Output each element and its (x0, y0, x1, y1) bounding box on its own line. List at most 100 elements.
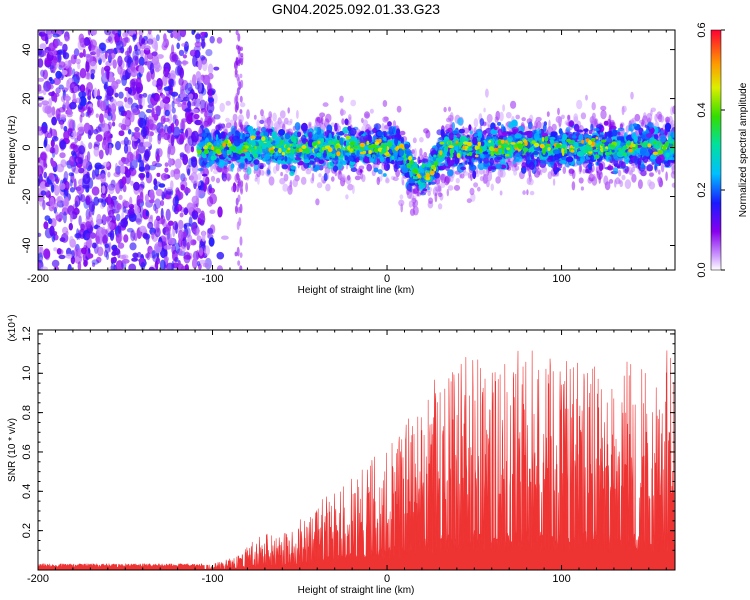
heat-cell (664, 116, 671, 123)
heat-cell (200, 210, 205, 219)
heat-cell (117, 222, 122, 234)
heat-cell (497, 128, 503, 138)
heat-cell (186, 202, 194, 213)
heat-cell (376, 176, 381, 186)
heat-cell (74, 71, 80, 77)
heat-cell (398, 199, 405, 207)
heat-cell (239, 109, 243, 114)
heat-cell (477, 186, 481, 192)
heat-cell (90, 73, 95, 80)
heat-cell (585, 169, 589, 174)
heat-cell (55, 214, 63, 222)
heat-cell (118, 232, 123, 242)
heat-cell (47, 84, 54, 90)
heat-cell (96, 256, 102, 263)
heat-cell (97, 246, 104, 257)
heat-cell (237, 59, 241, 67)
heat-cell (573, 113, 579, 122)
heat-cell (40, 152, 47, 161)
heat-cell (43, 139, 47, 148)
heat-cell (160, 94, 166, 99)
heat-cell (591, 102, 596, 111)
heat-cell (207, 117, 213, 126)
heat-cell (90, 30, 97, 36)
heat-cell (408, 200, 413, 208)
heat-cell (207, 97, 215, 103)
heat-cell (183, 222, 191, 227)
heat-cell (551, 123, 557, 132)
heat-cell (144, 193, 149, 203)
heat-cell (201, 38, 206, 49)
heat-cell (617, 131, 621, 136)
heat-cell (259, 165, 264, 170)
heat-cell (361, 174, 366, 183)
heat-cell (88, 142, 93, 150)
heat-cell (38, 126, 42, 132)
heat-cell (127, 97, 133, 105)
heat-cell (512, 161, 516, 165)
heat-cell (162, 117, 170, 123)
heat-cell (61, 69, 68, 76)
heat-cell (282, 183, 289, 192)
heat-cell (101, 139, 109, 151)
heat-cell (440, 173, 445, 181)
heat-cell (670, 106, 674, 116)
heat-cell (77, 126, 85, 132)
heat-cell (154, 227, 161, 238)
heat-cell (622, 105, 627, 113)
heat-cell (634, 113, 641, 122)
heat-cell (115, 260, 124, 270)
heat-cell (608, 114, 612, 124)
heat-cell (138, 56, 145, 67)
heat-cell (236, 246, 240, 257)
heat-cell (186, 114, 193, 125)
heat-cell (153, 184, 158, 191)
heat-cell (118, 130, 125, 137)
heat-cell (122, 206, 127, 213)
heat-cell (120, 218, 128, 228)
heat-cell (130, 180, 134, 186)
heat-cell (659, 115, 665, 123)
heat-cell (85, 195, 91, 206)
heat-cell (129, 242, 137, 251)
heat-cell (132, 33, 136, 42)
heat-cell (127, 129, 132, 135)
heat-cell (495, 176, 501, 184)
heat-cell (64, 95, 71, 102)
heat-cell (101, 185, 106, 194)
heat-cell (48, 98, 53, 107)
heat-cell (47, 31, 53, 40)
heat-cell (82, 229, 91, 241)
heat-cell (117, 242, 125, 249)
heat-cell (658, 169, 661, 175)
heat-cell (197, 59, 203, 71)
heat-cell (129, 168, 137, 176)
heat-cell (53, 93, 58, 103)
heat-cell (55, 70, 62, 79)
heat-cell (121, 254, 129, 260)
heat-cell (363, 111, 371, 119)
heat-cell (399, 194, 404, 200)
heat-cell (187, 135, 194, 146)
heat-cell (163, 245, 172, 250)
heat-cell (120, 123, 127, 131)
heat-cell (42, 69, 48, 80)
heat-cell (103, 130, 112, 139)
heat-cell (160, 247, 168, 259)
heat-cell (89, 60, 98, 72)
heat-cell (287, 185, 293, 195)
heat-cell (528, 178, 534, 186)
heat-cell (49, 225, 55, 237)
heat-cell (174, 97, 182, 103)
heat-cell (290, 165, 297, 170)
heat-cell (412, 202, 415, 207)
heat-cell (101, 214, 107, 226)
heat-cell (189, 49, 197, 57)
heat-cell (111, 209, 115, 215)
heat-cell (48, 172, 54, 180)
heat-cell (196, 226, 200, 238)
heat-cell (138, 65, 145, 75)
heat-cell (145, 108, 152, 114)
heat-cell (109, 229, 115, 241)
heat-cell (359, 169, 363, 173)
